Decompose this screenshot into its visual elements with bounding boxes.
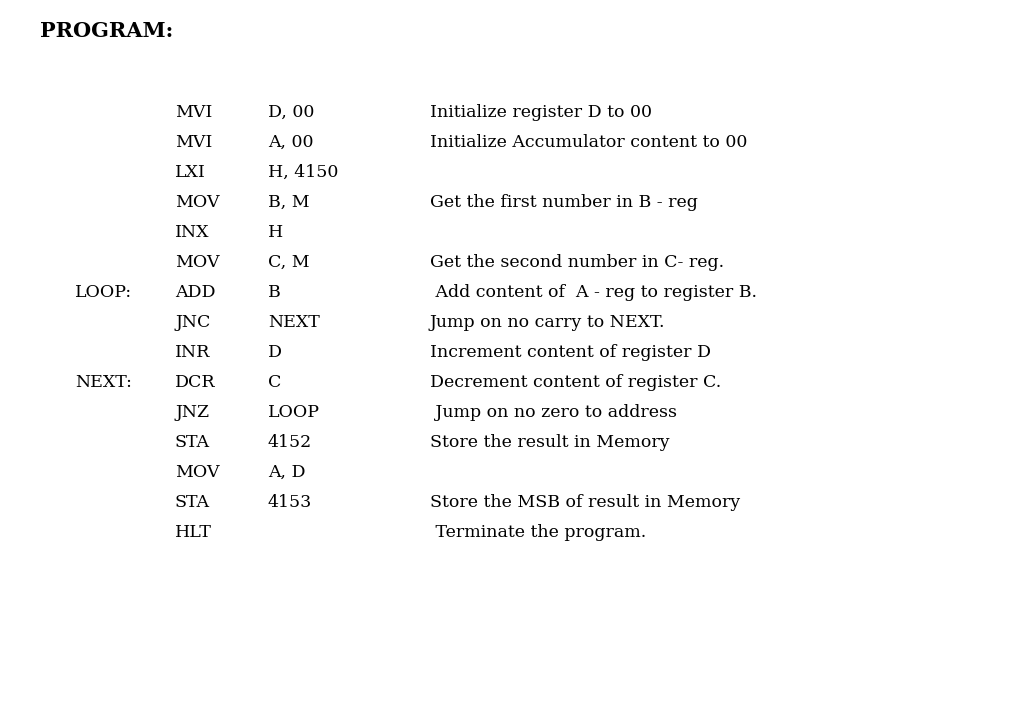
Text: DCR: DCR [175, 374, 216, 391]
Text: STA: STA [175, 434, 210, 451]
Text: STA: STA [175, 494, 210, 511]
Text: LXI: LXI [175, 164, 206, 181]
Text: Terminate the program.: Terminate the program. [430, 524, 646, 541]
Text: H: H [268, 224, 284, 241]
Text: Add content of  A - reg to register B.: Add content of A - reg to register B. [430, 284, 757, 301]
Text: INX: INX [175, 224, 210, 241]
Text: NEXT:: NEXT: [75, 374, 132, 391]
Text: Store the result in Memory: Store the result in Memory [430, 434, 670, 451]
Text: D, 00: D, 00 [268, 104, 314, 121]
Text: INR: INR [175, 344, 210, 361]
Text: Jump on no zero to address: Jump on no zero to address [430, 404, 677, 421]
Text: C, M: C, M [268, 254, 309, 271]
Text: A, 00: A, 00 [268, 134, 313, 151]
Text: C: C [268, 374, 282, 391]
Text: MVI: MVI [175, 134, 212, 151]
Text: JNC: JNC [175, 314, 210, 331]
Text: MOV: MOV [175, 194, 219, 211]
Text: Get the first number in B - reg: Get the first number in B - reg [430, 194, 698, 211]
Text: Decrement content of register C.: Decrement content of register C. [430, 374, 721, 391]
Text: Get the second number in C- reg.: Get the second number in C- reg. [430, 254, 724, 271]
Text: D: D [268, 344, 282, 361]
Text: Initialize Accumulator content to 00: Initialize Accumulator content to 00 [430, 134, 748, 151]
Text: Initialize register D to 00: Initialize register D to 00 [430, 104, 652, 121]
Text: NEXT: NEXT [268, 314, 319, 331]
Text: LOOP:: LOOP: [75, 284, 132, 301]
Text: LOOP: LOOP [268, 404, 319, 421]
Text: ADD: ADD [175, 284, 215, 301]
Text: Jump on no carry to NEXT.: Jump on no carry to NEXT. [430, 314, 666, 331]
Text: HLT: HLT [175, 524, 212, 541]
Text: Increment content of register D: Increment content of register D [430, 344, 711, 361]
Text: PROGRAM:: PROGRAM: [40, 21, 173, 41]
Text: H, 4150: H, 4150 [268, 164, 338, 181]
Text: MOV: MOV [175, 464, 219, 481]
Text: B, M: B, M [268, 194, 309, 211]
Text: JNZ: JNZ [175, 404, 209, 421]
Text: 4152: 4152 [268, 434, 312, 451]
Text: A, D: A, D [268, 464, 305, 481]
Text: MVI: MVI [175, 104, 212, 121]
Text: MOV: MOV [175, 254, 219, 271]
Text: B: B [268, 284, 281, 301]
Text: 4153: 4153 [268, 494, 312, 511]
Text: Store the MSB of result in Memory: Store the MSB of result in Memory [430, 494, 740, 511]
